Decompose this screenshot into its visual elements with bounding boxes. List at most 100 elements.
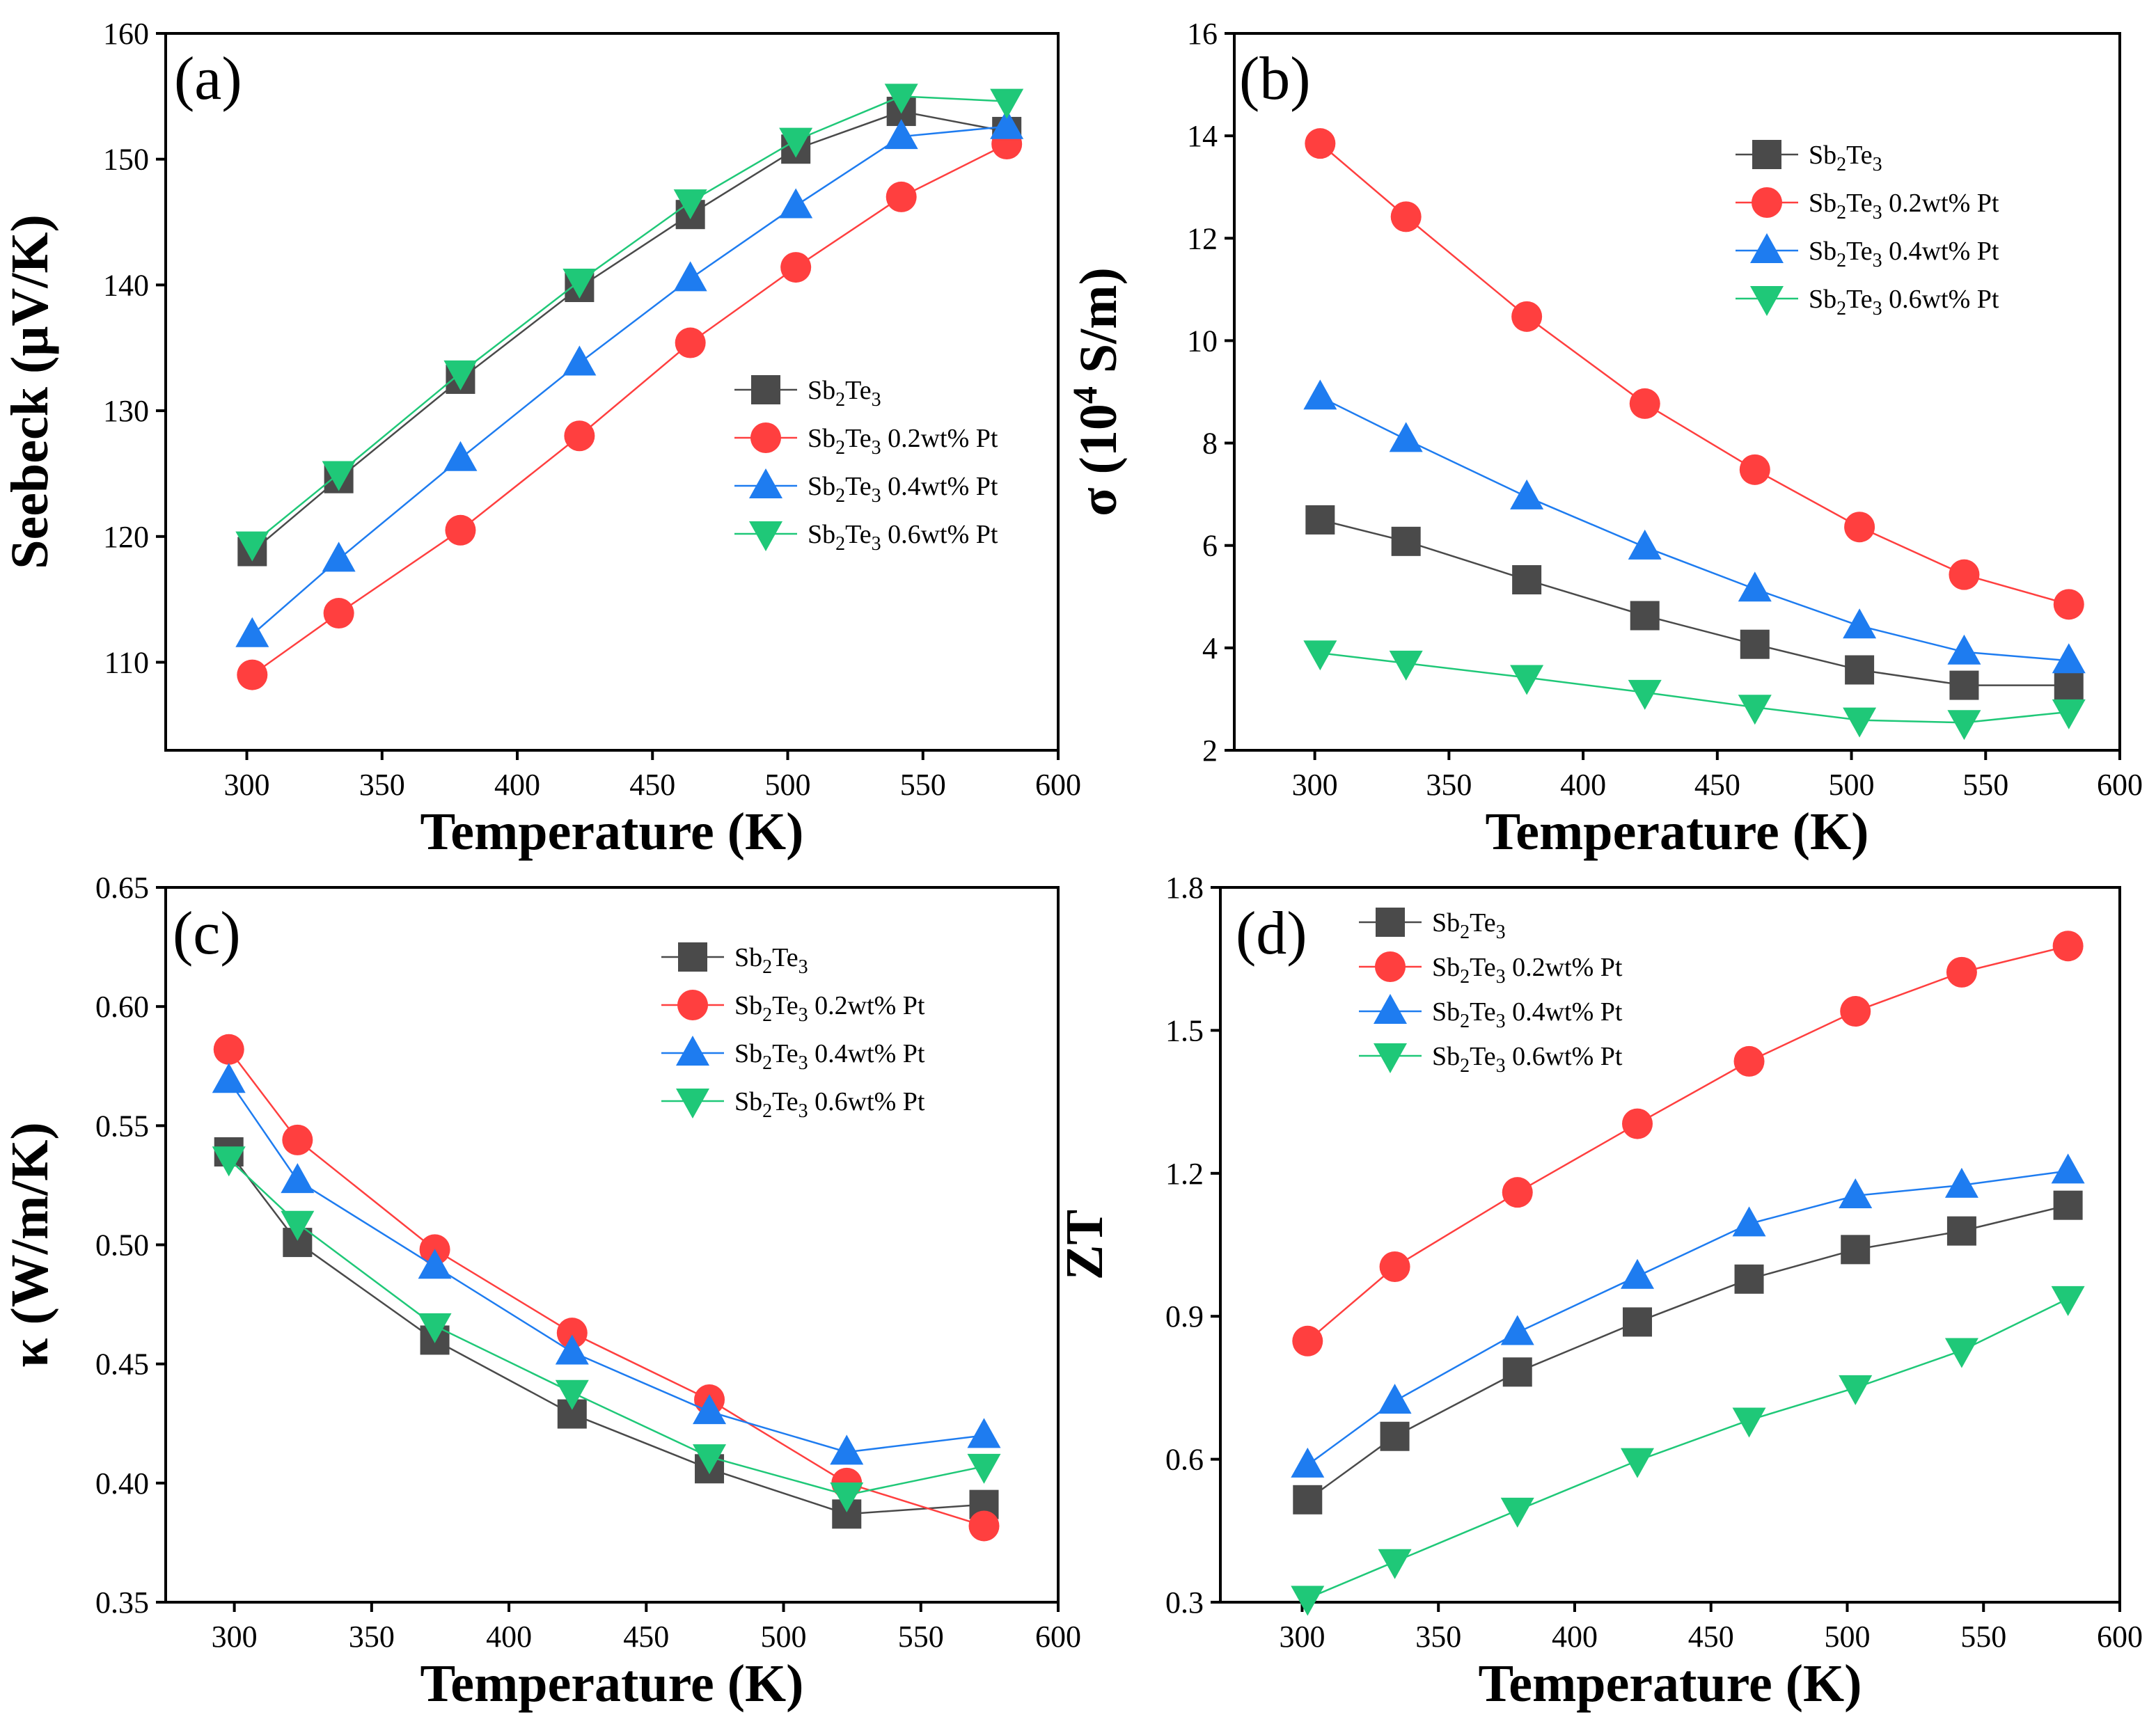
legend-label: Sb2Te3 0.6wt% Pt	[1809, 285, 1999, 319]
series-line	[1320, 519, 2069, 686]
x-tick-label: 350	[359, 768, 405, 802]
data-point	[693, 1394, 727, 1425]
data-point	[1839, 1178, 1873, 1208]
data-point	[1621, 1448, 1655, 1478]
y-axis-title: σ (104 S/m)	[1065, 267, 1128, 516]
series-line	[1320, 651, 2069, 724]
data-point	[555, 1379, 589, 1410]
x-tick-label: 500	[765, 768, 811, 802]
legend-label-base: Sb	[734, 943, 762, 972]
legend-label-subscript: 3	[798, 1052, 808, 1074]
legend-label-subscript: 3	[1873, 154, 1882, 175]
legend-label-base: Sb	[1432, 908, 1460, 938]
data-point	[322, 461, 356, 491]
legend-marker	[1750, 286, 1784, 316]
data-point	[884, 119, 918, 150]
data-point	[1946, 1216, 1976, 1246]
data-point	[1628, 529, 1662, 560]
legend-label-base: Sb	[1432, 953, 1460, 982]
legend-label-subscript: 3	[1496, 1011, 1506, 1032]
series-line	[251, 143, 1007, 676]
data-point	[1502, 1177, 1533, 1208]
legend-label-base: Sb	[1809, 237, 1836, 266]
data-point	[1839, 1375, 1873, 1405]
data-point	[1738, 571, 1772, 602]
y-tick-label: 14	[1187, 119, 1218, 153]
data-point	[281, 1163, 315, 1194]
data-point	[884, 84, 918, 114]
legend-label: Sb2Te3	[734, 943, 808, 978]
x-tick-label: 350	[1426, 768, 1472, 802]
x-tick-label: 600	[1035, 1620, 1081, 1654]
x-axis-title: Temperature (K)	[420, 1654, 804, 1713]
legend-label-subscript: 3	[1873, 250, 1882, 271]
legend-label-mid: Te	[1470, 953, 1495, 982]
data-point	[235, 617, 269, 647]
data-point	[886, 181, 917, 212]
data-point	[1840, 996, 1871, 1027]
data-point	[1390, 201, 1422, 232]
x-tick-label: 350	[349, 1620, 395, 1654]
x-tick-label: 600	[1035, 768, 1081, 802]
legend-label-base: Sb	[1432, 1042, 1460, 1071]
data-point	[1732, 1206, 1766, 1237]
legend-label-subscript: 3	[1873, 202, 1882, 223]
y-tick-label: 2	[1202, 734, 1218, 768]
series-line	[228, 1151, 984, 1515]
data-point	[1378, 1384, 1412, 1414]
legend-label-mid: Te	[845, 520, 871, 549]
y-tick-label: 16	[1187, 17, 1218, 51]
x-tick-label: 400	[486, 1620, 532, 1654]
y-tick-label: 0.9	[1165, 1299, 1204, 1334]
y-axis-title-suffix: S/m)	[1069, 267, 1128, 386]
data-point	[1740, 629, 1770, 659]
series-2	[212, 1063, 1001, 1465]
legend-label: Sb2Te3 0.4wt% Pt	[1432, 997, 1623, 1032]
data-point	[2051, 1286, 2085, 1316]
y-tick-label: 120	[103, 520, 149, 554]
legend-label-subscript: 3	[798, 956, 808, 978]
legend-label: Sb2Te3 0.2wt% Pt	[734, 991, 925, 1026]
legend-label: Sb2Te3 0.2wt% Pt	[1432, 953, 1623, 988]
data-point	[1291, 1585, 1325, 1616]
data-point	[990, 88, 1024, 119]
legend-label-subscript: 3	[872, 485, 881, 507]
legend-marker	[676, 1089, 709, 1118]
series-3	[1303, 640, 2086, 741]
y-tick-label: 0.40	[95, 1466, 149, 1501]
plot-frame	[164, 32, 1060, 752]
y-axis-title-prefix: σ (10	[1069, 404, 1128, 516]
legend-label-mid: Te	[1846, 189, 1872, 218]
legend-label-subscript: 3	[798, 1004, 808, 1026]
legend-marker	[1752, 187, 1782, 218]
data-point	[418, 1249, 452, 1279]
data-point	[1512, 565, 1542, 595]
x-tick-label: 400	[494, 768, 540, 802]
data-point	[1732, 1407, 1766, 1438]
data-point	[1628, 679, 1662, 710]
data-point	[562, 345, 597, 376]
series-2	[1291, 1153, 2085, 1478]
legend-marker	[1374, 1043, 1407, 1073]
y-tick-label: 0.35	[95, 1585, 149, 1620]
legend-marker	[750, 422, 781, 453]
legend-label-subscript: 3	[1873, 298, 1882, 319]
x-tick-label: 600	[2097, 768, 2143, 802]
data-point	[556, 1318, 588, 1349]
y-tick-label: 0.60	[95, 990, 149, 1024]
data-point	[237, 659, 268, 690]
series-3	[1291, 1286, 2085, 1616]
data-point	[1303, 640, 1337, 671]
data-point	[564, 420, 595, 452]
series-2	[1303, 379, 2086, 674]
series-line	[228, 1080, 984, 1453]
legend-label-subscript: 3	[798, 1100, 808, 1122]
panel-label: (d)	[1236, 900, 1307, 967]
legend-marker	[749, 468, 782, 498]
data-point	[830, 1482, 864, 1512]
y-tick-label: 0.65	[95, 871, 149, 905]
